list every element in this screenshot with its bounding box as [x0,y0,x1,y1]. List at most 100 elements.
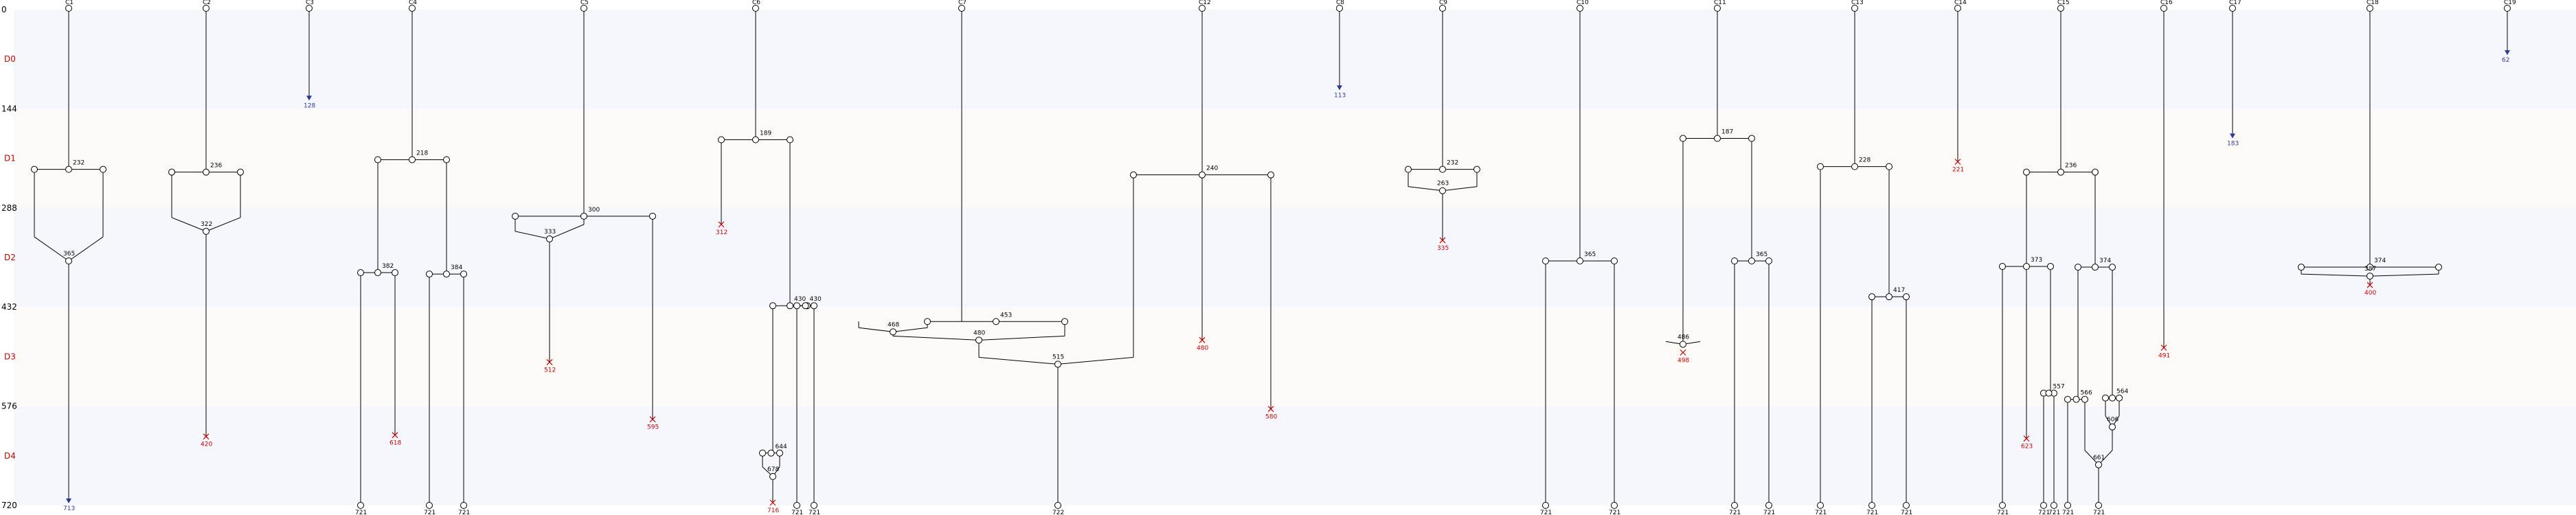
tree-node [409,5,416,12]
tree-node [1765,502,1772,509]
tree-nodes [31,5,2511,509]
split-label: 232 [73,160,84,167]
tree-node [1577,258,1583,265]
tree-node [2109,423,2116,431]
tree-node [357,502,364,509]
merge-edge [2301,273,2371,277]
tree-node [1903,293,1910,301]
dead-end-label: 420 [201,442,212,448]
lineage-label: C10 [1577,0,1589,6]
dead-end-mark [769,499,776,506]
tree-node [357,269,364,277]
split-label: 218 [416,150,428,157]
tree-node [2095,461,2102,468]
tree-node [787,136,793,144]
leaf-label: 721 [355,510,367,515]
tree-node [1054,502,1061,509]
y-tick-label: 576 [1,402,17,411]
tree-node [811,302,817,310]
y-tick-label: 432 [1,302,17,312]
leaf-label: 722 [1052,510,1064,515]
dead-end-mark [2366,282,2373,288]
tree-node [443,271,450,278]
tree-node [1199,5,1206,12]
lineage-label: C3 [306,0,314,6]
tree-node [767,449,775,457]
dead-end-label: 512 [544,367,556,374]
tree-node [2047,263,2054,271]
tree-node [1851,163,1858,170]
tree-node [1954,5,1961,12]
tree-node [374,156,381,163]
merge-label: 365 [63,251,75,258]
tree-node [2092,168,2099,176]
tree-node [1868,293,1875,301]
leaf-label: 721 [1729,510,1741,515]
split-label: 384 [451,264,462,271]
leaf-label: 721 [809,510,820,515]
leaf-label: 721 [1609,510,1620,515]
tree-node [2064,502,2071,509]
merge-edge [171,217,207,232]
terminal-mark [306,95,312,101]
dead-end-label: 595 [647,424,659,431]
terminal-label: 113 [1334,92,1346,99]
tree-node [1886,163,1893,170]
split-label: 382 [382,263,394,270]
depth-band [14,108,2576,208]
lineage-label: C1 [65,0,74,6]
dead-end-mark [1439,237,1446,244]
tree-node [2109,394,2116,402]
dead-end-mark [203,433,210,440]
dead-end-label: 312 [716,229,727,236]
split-label: 417 [1893,287,1905,294]
merge-label: 486 [1677,334,1689,341]
merge-edge [1442,186,1478,192]
merge-edge [978,335,1065,341]
merge-edge [1408,186,1443,192]
tree-node [203,227,210,235]
terminal-label: 183 [2227,141,2239,148]
tree-node [2064,396,2071,403]
tree-node [776,449,783,457]
tree-node [1577,5,1583,12]
tree-node [374,269,381,277]
tree-node [2023,168,2030,176]
merge-label: 333 [544,229,556,236]
split-label: 236 [2065,163,2077,170]
tree-node [100,165,106,173]
tree-node [1999,263,2006,271]
tree-node [426,502,433,509]
y-tick-label: 0 [1,5,7,14]
tree-node [2040,502,2047,509]
tree-node [811,502,817,509]
merge-edge [515,231,550,240]
tree-node [2504,5,2511,12]
tree-node [65,258,72,265]
leaf-label: 721 [424,510,436,515]
tree-node [460,502,467,509]
tree-node [2298,264,2305,271]
lineage-label: C4 [409,0,417,6]
tree-node [1439,5,1446,12]
depth-band-label: D3 [4,352,16,361]
tree-node [2081,396,2088,403]
leaf-label: 721 [1763,510,1775,515]
merge-edge [892,327,928,332]
split-label: 300 [588,207,600,214]
leaf-label: 721 [791,510,803,515]
tree-node [1267,171,1274,179]
tree-node [1061,318,1068,325]
merge-edge [858,327,894,332]
merge-edge [205,217,241,232]
split-label: 240 [1206,165,1218,172]
tree-node [924,318,931,325]
tree-node [1611,258,1618,265]
dead-end-mark [2160,344,2167,351]
tree-node [1868,502,1875,509]
merge-edge [34,236,69,262]
tree-node [1130,171,1137,179]
tree-node [1817,502,1824,509]
tree-node [2023,263,2030,271]
y-tick-label: 720 [1,501,17,510]
